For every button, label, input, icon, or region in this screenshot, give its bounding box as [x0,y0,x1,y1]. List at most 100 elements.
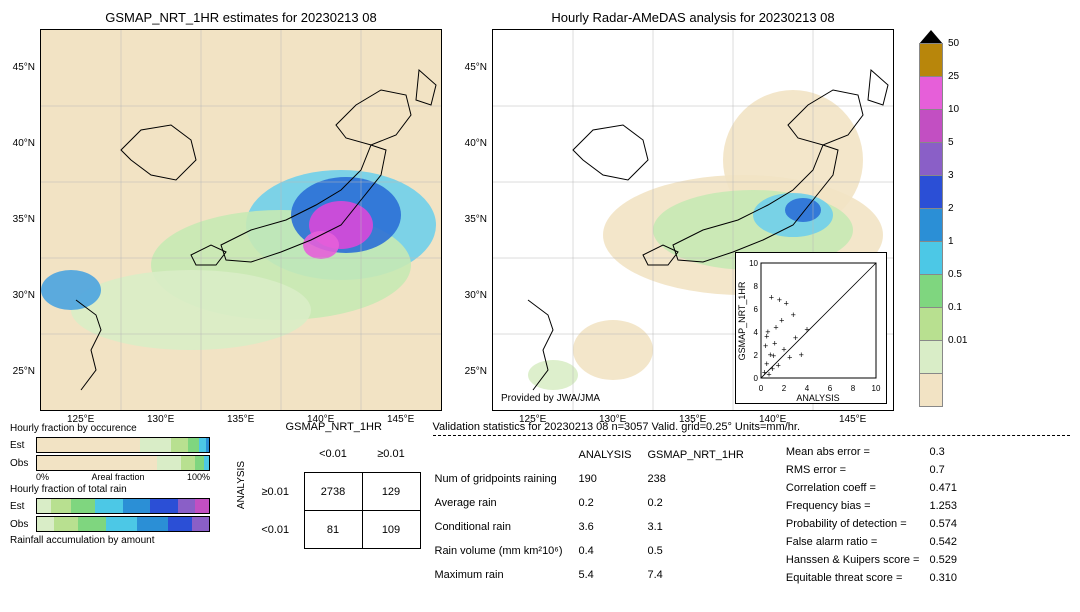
map-attribution: Provided by JWA/JMA [501,393,600,404]
val-stat: False alarm ratio = [782,534,924,550]
svg-text:+: + [791,310,796,320]
cont-col-label: ≥0.01 [362,435,420,473]
x-tick-label: 135°E [227,414,254,425]
val-stat: 0.542 [926,534,962,550]
fraction-segment [140,438,171,452]
x-tick-label: 145°E [839,414,866,425]
svg-text:4: 4 [754,328,759,337]
x-tick-label: 130°E [599,414,626,425]
top-row: GSMAP_NRT_1HR estimates for 20230213 08 … [10,10,1070,411]
x-tick-label: 125°E [519,414,546,425]
colorbar-label: 10 [948,104,959,115]
y-tick-label: 30°N [465,290,487,301]
svg-text:6: 6 [754,305,759,314]
x-tick-label: 135°E [679,414,706,425]
svg-text:+: + [799,350,804,360]
val-stat: Probability of detection = [782,516,924,532]
cont-cell: 109 [362,511,420,549]
fraction-segment [71,499,95,513]
svg-text:+: + [764,359,769,369]
val-cell: 0.4 [579,540,646,562]
colorbar-cell: 2 [919,208,943,241]
val-col-header: ANALYSIS [579,444,646,466]
svg-text:+: + [779,316,784,326]
val-cell: 0.5 [648,540,758,562]
frac-axis-max: 100% [187,472,210,482]
colorbar-cell: 25 [919,76,943,109]
svg-text:4: 4 [805,384,810,393]
fraction-segment [192,517,209,531]
fraction-segment [123,499,151,513]
x-tick-label: 140°E [307,414,334,425]
fraction-segment [204,456,209,470]
fraction-segment [37,499,51,513]
svg-text:10: 10 [872,384,881,393]
val-stat: 1.253 [926,498,962,514]
colorbar-cell: 5 [919,142,943,175]
val-stat: Mean abs error = [782,444,924,460]
frac-acc-title: Rainfall accumulation by amount [10,535,210,546]
validation-stats: Mean abs error =0.3RMS error =0.7Correla… [780,442,963,588]
bottom-row: Hourly fraction by occurence Est Obs 0% A… [10,421,1070,588]
y-tick-label: 35°N [465,214,487,225]
fraction-segment [137,517,168,531]
colorbar-cell: 3 [919,175,943,208]
val-cell: 238 [648,468,758,490]
val-row-label: Rain volume (mm km²10⁶) [435,540,577,562]
val-stat: 0.471 [926,480,962,496]
colorbar-label: 0.1 [948,302,962,313]
colorbar-cell: 50 [919,43,943,76]
fraction-row: Obs [10,515,210,533]
fraction-row: Est [10,436,210,454]
y-tick-label: 40°N [465,138,487,149]
val-cell: 190 [579,468,646,490]
svg-text:+: + [772,339,777,349]
fraction-bar [36,498,210,514]
svg-text:+: + [773,322,778,332]
svg-text:6: 6 [828,384,833,393]
svg-text:10: 10 [749,259,758,268]
fraction-segment [178,499,195,513]
frac-occ-title: Hourly fraction by occurence [10,423,210,434]
svg-text:+: + [764,332,769,342]
fraction-row: Est [10,497,210,515]
map-left: 25°N30°N35°N40°N45°N125°E130°E135°E140°E… [40,29,442,411]
colorbar: 50251053210.50.10.01 [919,30,943,411]
fraction-row: Obs [10,454,210,472]
map-right-title: Hourly Radar-AMeDAS analysis for 2023021… [492,10,894,25]
map-right: 25°N30°N35°N40°N45°N125°E130°E135°E140°E… [492,29,894,411]
val-stat: 0.574 [926,516,962,532]
val-row-label: Average rain [435,492,577,514]
colorbar-label: 3 [948,170,954,181]
fraction-row-label: Est [10,440,36,451]
x-tick-label: 140°E [759,414,786,425]
cont-cell: 81 [304,511,362,549]
fraction-segment [37,517,54,531]
fraction-row-label: Est [10,501,36,512]
map-left-panel: GSMAP_NRT_1HR estimates for 20230213 08 … [40,10,442,411]
fraction-segment [195,456,204,470]
fraction-bar [36,516,210,532]
fraction-segment [54,517,78,531]
y-tick-label: 40°N [13,138,35,149]
svg-text:+: + [787,352,792,362]
svg-text:+: + [793,333,798,343]
fraction-segment [51,499,72,513]
val-stat: Equitable threat score = [782,570,924,586]
colorbar-label: 50 [948,38,959,49]
y-tick-label: 45°N [13,62,35,73]
val-cell: 3.6 [579,516,646,538]
y-tick-label: 30°N [13,290,35,301]
colorbar-cell: 0.01 [919,340,943,373]
x-tick-label: 125°E [67,414,94,425]
frac-axis-min: 0% [36,472,49,482]
colorbar-cell: 0.1 [919,307,943,340]
val-row-label: Num of gridpoints raining [435,468,577,490]
contingency-table: <0.01≥0.01≥0.012738129<0.0181109 [247,435,421,549]
y-tick-label: 25°N [465,366,487,377]
map-left-title: GSMAP_NRT_1HR estimates for 20230213 08 [40,10,442,25]
fraction-segment [37,456,157,470]
fraction-segment [171,438,188,452]
colorbar-label: 25 [948,71,959,82]
svg-text:2: 2 [782,384,787,393]
